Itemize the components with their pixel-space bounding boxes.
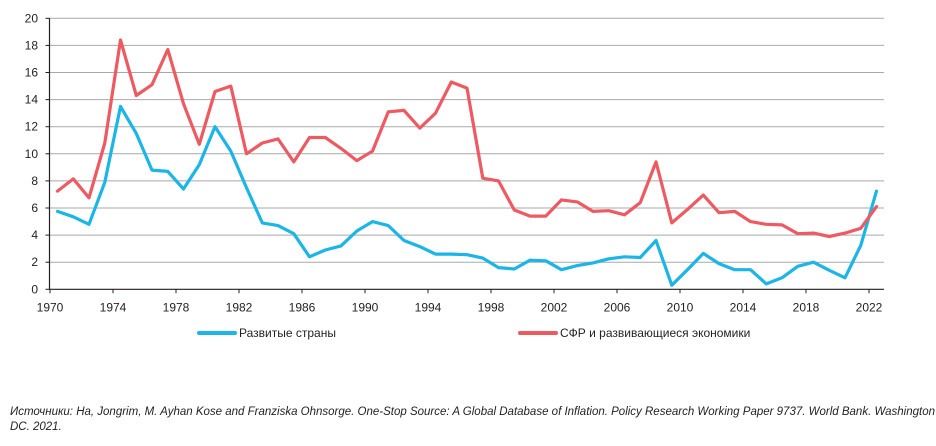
x-tick-label: 1974 — [100, 300, 127, 314]
x-tick-label: 1970 — [37, 300, 64, 314]
y-tick-label: 18 — [25, 38, 39, 52]
legend-label-developed: Развитые страны — [239, 326, 336, 340]
legend-item-emerging: СФР и развивающиеся экономики — [518, 326, 750, 340]
y-tick-label: 4 — [31, 228, 38, 242]
legend-item-developed: Развитые страны — [197, 326, 336, 340]
series-line-developed — [55, 104, 879, 287]
source-note: Источники: Ha, Jongrim, M. Ayhan Kose an… — [10, 406, 935, 433]
x-tick-label: 2002 — [541, 300, 568, 314]
x-tick-label: 1998 — [478, 300, 505, 314]
x-tick-label: 1994 — [415, 300, 442, 314]
y-tick-label: 6 — [31, 201, 38, 215]
y-tick-label: 20 — [25, 11, 39, 25]
y-tick-label: 2 — [31, 255, 38, 269]
y-tick-label: 0 — [31, 282, 38, 296]
x-tick-label: 1986 — [289, 300, 316, 314]
x-tick-label: 1978 — [163, 300, 190, 314]
y-tick-label: 8 — [31, 174, 38, 188]
x-tick-label: 1990 — [352, 300, 379, 314]
y-tick-label: 14 — [25, 93, 39, 107]
series-lines — [55, 38, 879, 287]
y-axis-ticks: 0 2 4 6 8 10 12 14 16 18 20 — [25, 11, 50, 296]
x-axis-ticks: 1970 1974 1978 1982 1986 1990 1994 1998 2002 2006… — [37, 289, 883, 314]
x-tick-label: 2010 — [667, 300, 694, 314]
legend-label-emerging: СФР и развивающиеся экономики — [560, 326, 751, 340]
legend-swatch-emerging — [518, 331, 558, 335]
x-tick-label: 1982 — [226, 300, 253, 314]
legend-swatch-developed — [197, 331, 237, 335]
gridlines — [49, 17, 884, 263]
y-tick-label: 10 — [25, 147, 39, 161]
x-tick-label: 2014 — [730, 300, 757, 314]
y-tick-label: 16 — [25, 66, 39, 80]
x-tick-label: 2022 — [856, 300, 883, 314]
y-tick-label: 12 — [25, 120, 39, 134]
x-tick-label: 2018 — [793, 300, 820, 314]
series-line-emerging — [55, 38, 879, 239]
x-tick-label: 2006 — [604, 300, 631, 314]
